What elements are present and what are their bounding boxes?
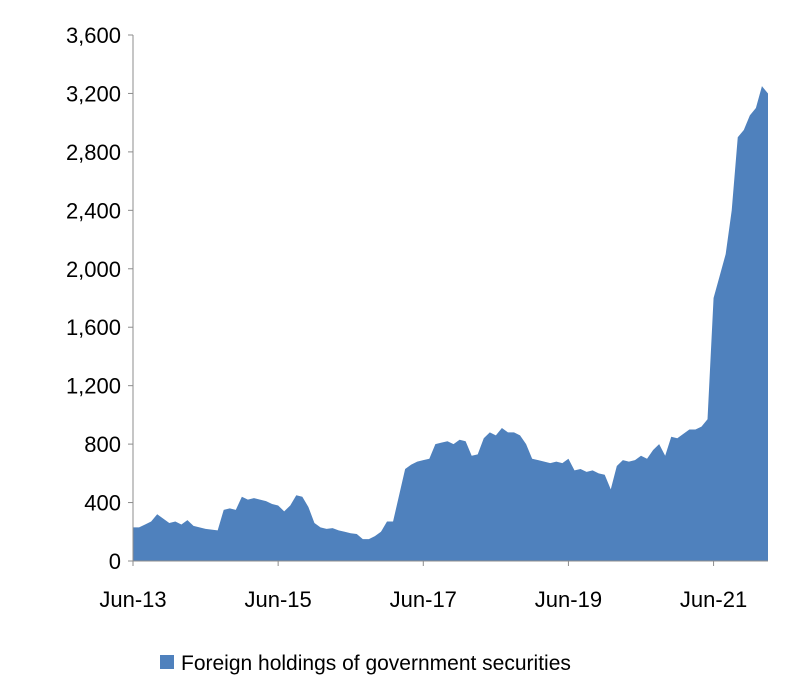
y-axis-tick-labels: 0 400 800 1,200 1,600 2,000 2,400 2,800 3,200 3,6…: [66, 23, 121, 574]
y-tick-label: 3,600: [66, 23, 121, 48]
y-tick-label: 2,400: [66, 198, 121, 223]
y-tick-label: 0: [109, 549, 121, 574]
x-axis-tick-labels: Jun-13 Jun-15 Jun-17 Jun-19 Jun-21: [99, 587, 747, 612]
x-tick-label: Jun-15: [245, 587, 312, 612]
y-tick-label: 1,200: [66, 374, 121, 399]
y-tick-label: 400: [84, 491, 121, 516]
y-tick-label: 3,200: [66, 81, 121, 106]
x-tick-label: Jun-19: [535, 587, 602, 612]
y-tick-label: 2,800: [66, 140, 121, 165]
x-tick-label: Jun-13: [99, 587, 166, 612]
y-tick-label: 2,000: [66, 257, 121, 282]
legend-label: Foreign holdings of government securitie…: [181, 652, 571, 675]
y-tick-label: 1,600: [66, 315, 121, 340]
plot-area: [133, 86, 768, 561]
x-tick-label: Jun-17: [390, 587, 457, 612]
y-tick-label: 800: [84, 432, 121, 457]
series-area-foreign-holdings: [133, 86, 768, 561]
legend-swatch: [160, 655, 174, 669]
x-tick-label: Jun-21: [680, 587, 747, 612]
legend: Foreign holdings of government securitie…: [160, 652, 571, 675]
x-axis-ticks: [132, 561, 715, 566]
y-axis-ticks: [128, 34, 133, 562]
